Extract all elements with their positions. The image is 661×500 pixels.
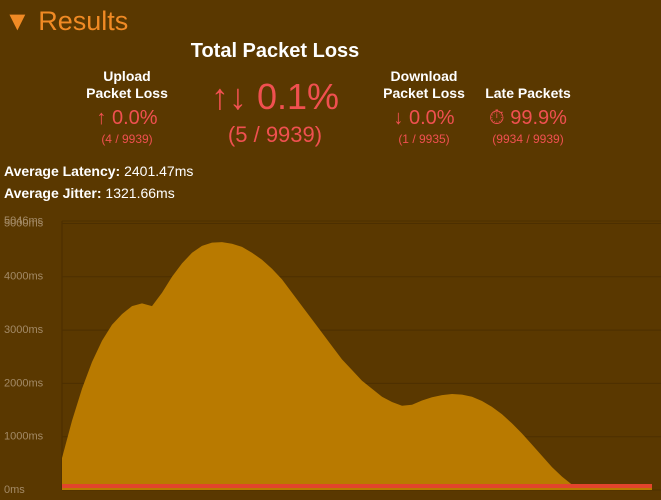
- total-detail: (5 / 9939): [227, 122, 323, 147]
- late-detail: (9934 / 9939): [492, 132, 564, 146]
- up-icon: ↑: [96, 107, 112, 129]
- latency: Average Latency: 2401.47ms: [4, 163, 193, 179]
- y-tick-label: 1000ms: [4, 431, 44, 443]
- download-label: Download Packet Loss: [383, 68, 465, 102]
- collapse-icon[interactable]: ▼: [4, 6, 39, 36]
- latency-area: [62, 242, 652, 490]
- total-label: Total Packet Loss: [190, 40, 360, 62]
- late-label: Late Packets: [485, 85, 571, 101]
- y-tick-label: 3000ms: [4, 324, 44, 336]
- download-value: ↓ 0.0%: [393, 107, 454, 130]
- latency-label: Average Latency:: [4, 163, 121, 179]
- timer-icon: ⏱: [489, 107, 511, 129]
- total-value: ↑↓ 0.1%: [211, 76, 339, 118]
- total-percent: 0.1%: [256, 76, 340, 117]
- late-value: ⏱ 99.9%: [489, 107, 567, 130]
- label-line: Upload: [103, 68, 151, 84]
- arrows-icon: ↑↓: [210, 76, 257, 117]
- upload-detail: (4 / 9939): [101, 132, 153, 146]
- upload-label: Upload Packet Loss: [86, 68, 168, 102]
- jitter-value: 1321.66ms: [105, 185, 175, 201]
- late-percent: 99.9%: [510, 107, 567, 129]
- jitter-label: Average Jitter:: [4, 185, 102, 201]
- section-title[interactable]: ▼ Results: [4, 6, 128, 37]
- y-tick-label: 2000ms: [4, 377, 44, 389]
- y-tick-label: 4000ms: [4, 271, 44, 283]
- down-icon: ↓: [393, 107, 409, 129]
- upload-value: ↑ 0.0%: [96, 107, 157, 130]
- y-tick-label: 0ms: [4, 484, 25, 496]
- latency-value: 2401.47ms: [124, 163, 194, 179]
- label-line: Packet Loss: [86, 85, 168, 101]
- label-line: Download: [390, 68, 458, 84]
- y-tick-label: 5000ms: [4, 217, 44, 229]
- download-percent: 0.0%: [408, 107, 455, 129]
- jitter: Average Jitter: 1321.66ms: [4, 185, 175, 201]
- y-tick-label: 5046ms: [4, 215, 44, 227]
- title-text: Results: [38, 6, 129, 36]
- download-detail: (1 / 9935): [398, 132, 450, 146]
- upload-percent: 0.0%: [111, 107, 158, 129]
- label-line: Packet Loss: [383, 85, 465, 101]
